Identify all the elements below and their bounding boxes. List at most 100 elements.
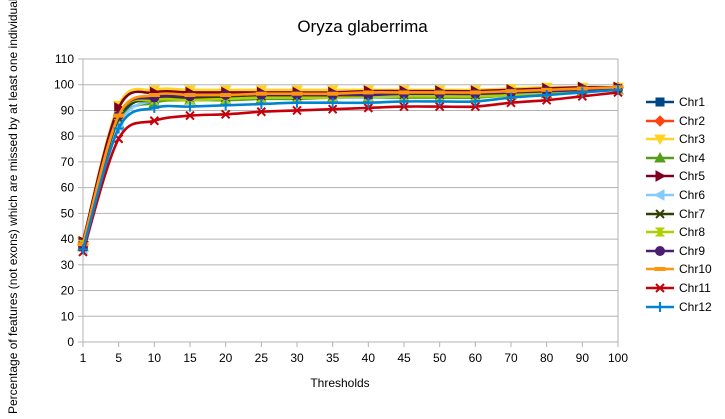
data-point [362,90,374,95]
series-chr11 [78,87,623,257]
data-point [541,90,552,101]
axes [78,58,619,347]
legend-item: Chr5 [646,169,722,188]
data-point [505,89,517,94]
data-point [114,102,125,114]
legend-marker [655,245,665,256]
legend-label: Chr4 [679,150,706,165]
legend-marker [654,134,666,146]
series-chr10 [77,85,624,247]
legend-swatch [646,301,674,312]
legend-marker [654,151,666,163]
series-line [81,91,619,253]
legend-item: Chr9 [646,244,722,263]
y-axis-title: Percentage of features (not exons) which… [6,0,20,414]
data-point [185,101,195,112]
legend-item: Chr8 [646,225,722,244]
data-point [363,97,374,108]
legend-item: Chr10 [646,262,722,281]
legend-label: Chr11 [679,280,711,295]
data-point [185,110,195,121]
data-point [327,104,338,114]
legend-marker [655,283,665,293]
legend-label: Chr5 [679,169,706,184]
y-tick-label: 90 [61,103,75,117]
y-tick-label: 0 [67,335,74,349]
x-tick-label: 50 [433,351,447,365]
data-point [148,93,160,98]
y-tick-label: 100 [54,78,74,92]
y-tick-label: 110 [55,52,74,66]
x-tick-label: 45 [397,351,411,365]
data-point [149,102,160,113]
x-tick-label: 40 [362,351,376,365]
data-point [434,101,445,112]
series-line [81,88,619,245]
legend-item: Chr6 [646,188,722,207]
chart-title: Oryza glaberrima [297,17,428,36]
series-line [81,87,619,248]
legend: Chr1 Chr2 Chr3 Chr4 Chr5 Chr6 Chr7 Chr8 Chr9 Chr1… [646,95,722,318]
data-point [363,103,374,113]
x-tick-label: 10 [148,351,162,365]
data-point [506,92,516,103]
x-tick-label: 1 [80,351,87,365]
data-point [434,90,446,95]
legend-label: Chr10 [679,262,712,277]
data-point [291,91,303,96]
data-point [256,99,267,110]
legend-swatch [646,189,674,201]
legend-swatch [646,227,674,237]
y-tick-label: 20 [61,284,75,298]
x-tick-label: 35 [326,351,340,365]
x-tick-label: 30 [290,351,304,365]
data-point [292,97,302,108]
data-point [613,84,623,95]
data-point [470,96,481,107]
x-axis-title: Thresholds [310,376,370,390]
legend-item: Chr2 [646,114,722,133]
data-point [327,97,338,108]
legend-item: Chr1 [646,95,722,114]
legend-item: Chr11 [646,281,722,300]
data-point [255,91,267,96]
data-point [113,113,125,118]
legend-label: Chr12 [679,299,712,314]
data-point [78,244,88,255]
data-point [469,90,481,95]
data-point [113,123,124,134]
legend-swatch [646,208,674,219]
data-point [184,93,196,98]
legend-item: Chr7 [646,207,722,226]
data-point [577,87,588,98]
legend-label: Chr3 [679,132,706,147]
series-line [81,88,619,250]
series-line [81,87,619,248]
data-point [220,93,232,98]
series-line [81,88,619,248]
data-point [399,96,409,107]
legend-marker [653,189,665,201]
data-point [149,116,160,126]
y-tick-label: 80 [61,129,75,143]
x-tick-label: 25 [255,351,269,365]
data-point [292,105,302,116]
legend-label: Chr9 [679,243,706,258]
x-tick-label: 15 [183,351,197,365]
legend-marker [655,301,665,312]
series-line [81,88,619,250]
legend-swatch [646,134,674,146]
legend-swatch [646,245,674,256]
data-point [398,90,410,95]
legend-label: Chr8 [679,225,706,240]
y-tick-label: 40 [61,232,75,246]
x-tick-label: 80 [540,351,554,365]
series-lines [76,81,625,257]
legend-label: Chr7 [679,206,706,221]
legend-swatch [646,151,674,163]
legend-label: Chr6 [679,187,706,202]
data-point [541,95,552,105]
legend-item: Chr4 [646,151,722,170]
y-tick-label: 60 [61,181,75,195]
